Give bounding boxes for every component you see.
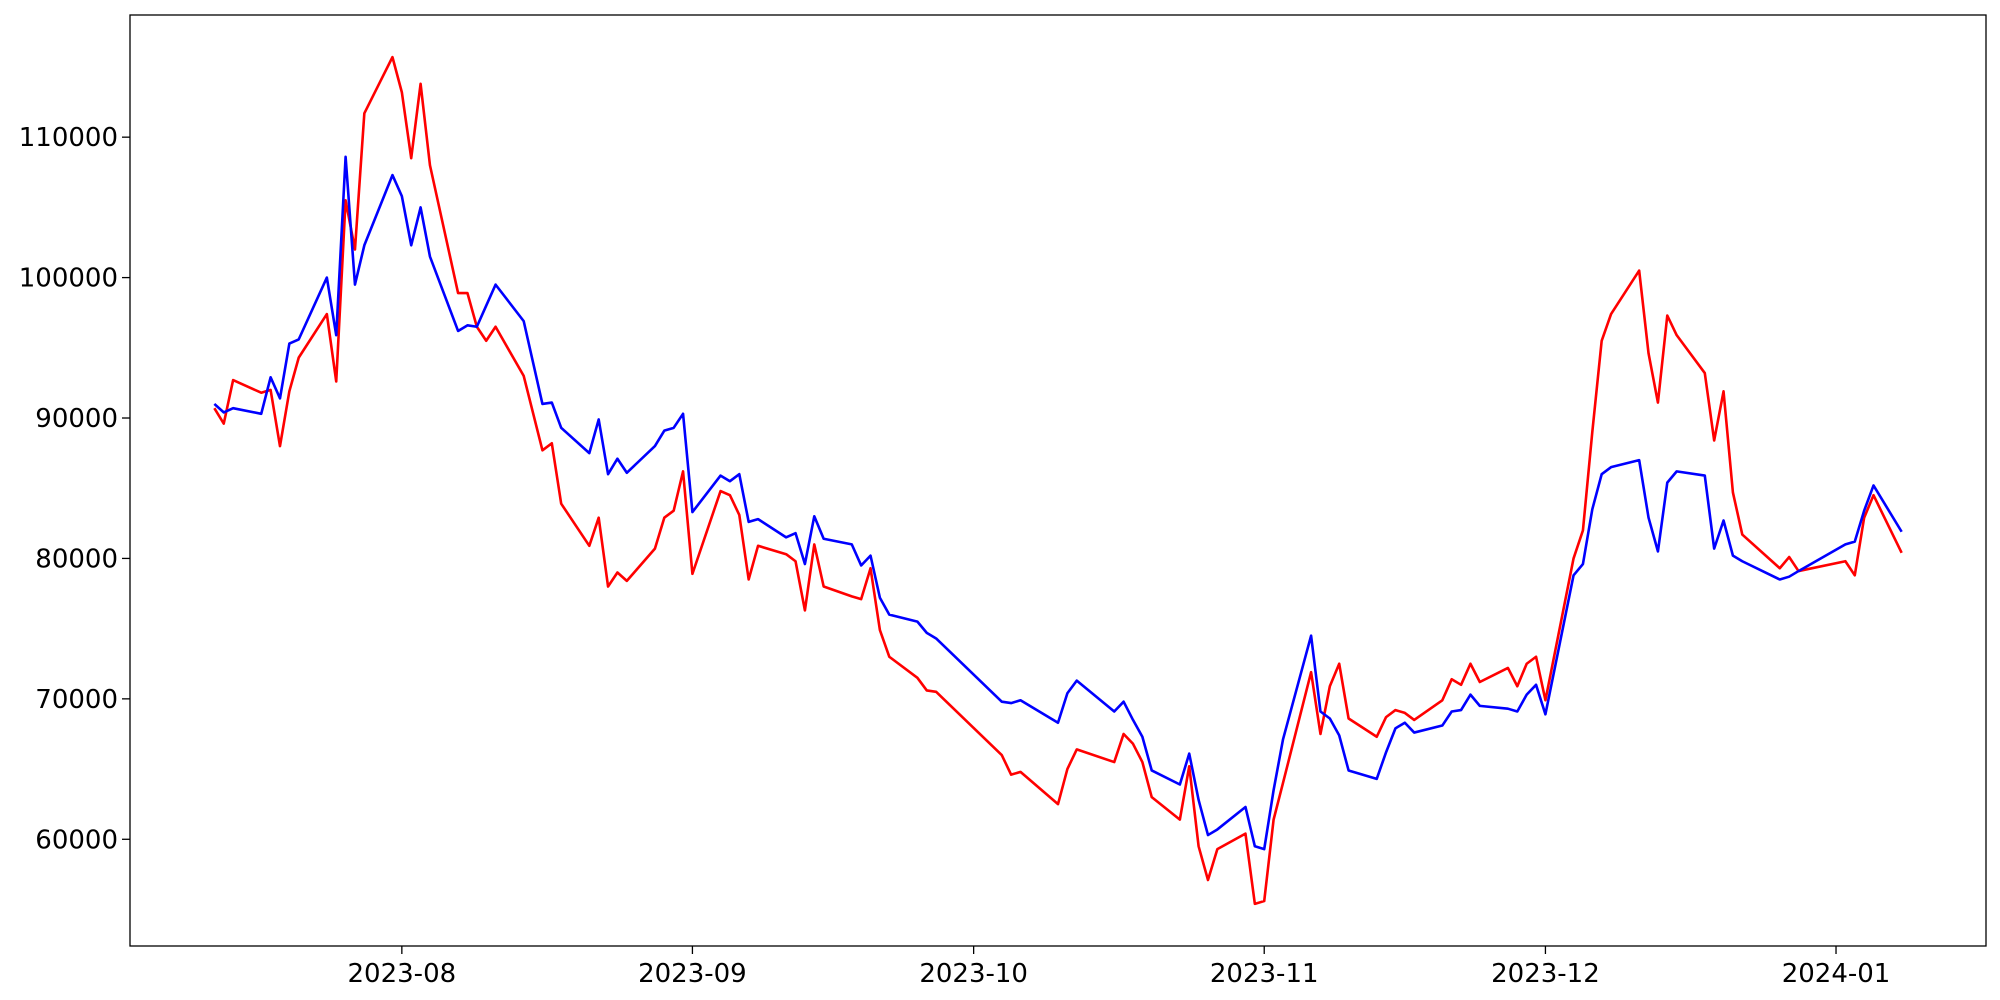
x-tick-label: 2023-12 <box>1491 959 1600 989</box>
x-tick-label: 2024-01 <box>1782 959 1891 989</box>
y-tick-label: 70000 <box>35 685 118 715</box>
line-series <box>213 55 1903 906</box>
plot-frame <box>129 14 1987 947</box>
y-tick-label: 100000 <box>19 264 118 294</box>
y-tick-label: 110000 <box>19 123 118 153</box>
x-tick-label: 2023-11 <box>1210 959 1319 989</box>
y-tick-label: 90000 <box>35 404 118 434</box>
x-tick-label: 2023-08 <box>348 959 457 989</box>
x-tick-label: 2023-09 <box>638 959 747 989</box>
y-tick-label: 80000 <box>35 544 118 574</box>
y-tick-label: 60000 <box>35 825 118 855</box>
line-series <box>213 155 1903 851</box>
x-tick-label: 2023-10 <box>919 959 1028 989</box>
